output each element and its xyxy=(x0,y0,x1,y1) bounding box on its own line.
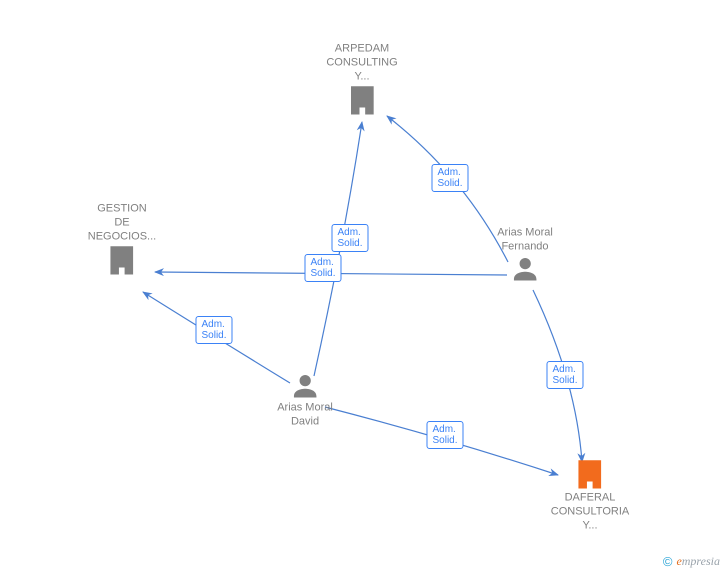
edge-label: Adm. Solid. xyxy=(195,316,232,344)
node-label: Arias Moral David xyxy=(277,401,333,429)
credit-line: © empresia xyxy=(663,554,720,569)
node-david[interactable]: Arias Moral David xyxy=(277,371,333,429)
edge-label: Adm. Solid. xyxy=(331,224,368,252)
edge-label: Adm. Solid. xyxy=(546,361,583,389)
edge-label: Adm. Solid. xyxy=(304,254,341,282)
brand-name: empresia xyxy=(676,554,720,569)
node-gestion[interactable]: GESTION DE NEGOCIOS... xyxy=(88,202,156,277)
building-icon xyxy=(105,244,139,278)
copyright-symbol: © xyxy=(663,554,673,569)
person-icon xyxy=(510,254,540,284)
node-daferal[interactable]: DAFERAL CONSULTORIA Y... xyxy=(551,457,629,532)
edge-label: Adm. Solid. xyxy=(426,421,463,449)
diagram-canvas: Adm. Solid.Adm. Solid.Adm. Solid.Adm. So… xyxy=(0,0,728,575)
person-icon xyxy=(290,371,320,401)
node-label: GESTION DE NEGOCIOS... xyxy=(88,202,156,243)
building-icon xyxy=(345,84,379,118)
node-label: DAFERAL CONSULTORIA Y... xyxy=(551,491,629,532)
node-fernando[interactable]: Arias Moral Fernando xyxy=(497,226,553,284)
node-arpedam[interactable]: ARPEDAM CONSULTING Y... xyxy=(326,42,397,117)
building-icon xyxy=(573,457,607,491)
edge-label: Adm. Solid. xyxy=(431,164,468,192)
node-label: ARPEDAM CONSULTING Y... xyxy=(326,42,397,83)
node-label: Arias Moral Fernando xyxy=(497,226,553,254)
